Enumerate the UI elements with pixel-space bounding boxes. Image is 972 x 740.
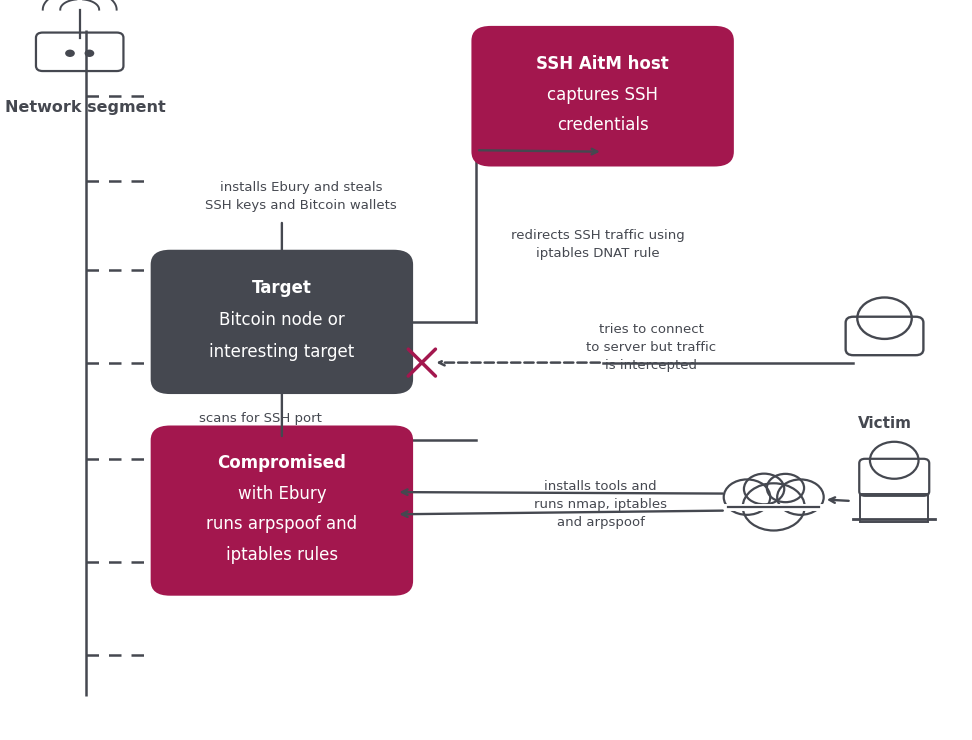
Text: iptables rules: iptables rules: [226, 546, 338, 564]
FancyBboxPatch shape: [151, 425, 413, 596]
Text: SSH AitM host: SSH AitM host: [537, 55, 669, 73]
Text: installs Ebury and steals
SSH keys and Bitcoin wallets: installs Ebury and steals SSH keys and B…: [205, 181, 398, 212]
Text: credentials: credentials: [557, 116, 648, 135]
Circle shape: [85, 50, 94, 57]
Text: Victim: Victim: [857, 416, 912, 431]
Text: interesting target: interesting target: [209, 343, 355, 361]
Text: tries to connect
to server but traffic
is intercepted: tries to connect to server but traffic i…: [586, 323, 716, 372]
Text: scans for SSH port: scans for SSH port: [199, 411, 322, 425]
Text: Compromised: Compromised: [218, 454, 346, 472]
FancyBboxPatch shape: [471, 26, 734, 166]
Text: runs arpspoof and: runs arpspoof and: [206, 515, 358, 534]
Text: redirects SSH traffic using
iptables DNAT rule: redirects SSH traffic using iptables DNA…: [511, 229, 684, 260]
Text: Bitcoin node or: Bitcoin node or: [219, 312, 345, 329]
Circle shape: [65, 50, 75, 57]
Text: with Ebury: with Ebury: [237, 485, 327, 502]
Text: captures SSH: captures SSH: [547, 86, 658, 104]
Text: installs tools and
runs nmap, iptables
and arpspoof: installs tools and runs nmap, iptables a…: [535, 480, 667, 529]
Text: Target: Target: [252, 280, 312, 297]
Text: Network segment: Network segment: [5, 100, 165, 115]
FancyBboxPatch shape: [151, 250, 413, 394]
